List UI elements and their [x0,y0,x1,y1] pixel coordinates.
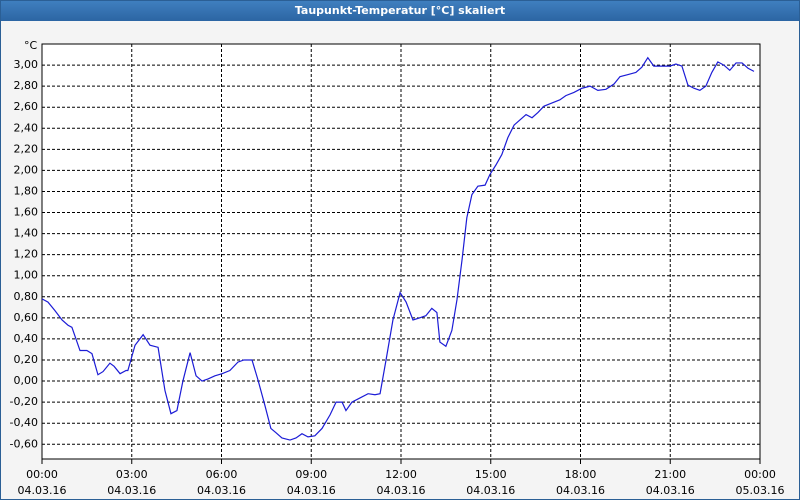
x-tick-date: 04.03.16 [18,484,67,497]
y-tick-label: 0,80 [14,290,39,303]
plot-border [41,43,761,460]
y-tick-label: 1,60 [14,206,39,219]
y-tick-label: 0,60 [14,311,39,324]
x-tick-label: 09:00 [295,468,327,481]
title-bar: Taupunkt-Temperatur [°C] skaliert [1,1,799,21]
y-tick-label: 0,00 [14,374,39,387]
y-tick-label: 2,40 [14,121,39,134]
y-tick-label: 2,20 [14,142,39,155]
y-tick-label: 1,20 [14,248,39,261]
y-tick-label: -0,40 [10,416,38,429]
y-tick-label: 1,80 [14,184,39,197]
x-tick-date: 04.03.16 [466,484,515,497]
x-tick-label: 00:00 [26,468,58,481]
x-tick-label: 15:00 [475,468,507,481]
y-tick-label: 3,00 [14,58,39,71]
x-tick-label: 00:00 [744,468,776,481]
y-tick-label: 1,00 [14,269,39,282]
y-tick-label: 2,60 [14,100,39,113]
y-tick-label: 0,40 [14,332,39,345]
x-tick-label: 21:00 [654,468,686,481]
y-tick-label: -0,20 [10,395,38,408]
x-tick-date: 04.03.16 [377,484,426,497]
x-tick-date: 04.03.16 [646,484,695,497]
x-tick-label: 18:00 [565,468,597,481]
x-tick-date: 04.03.16 [197,484,246,497]
y-unit: °C [24,39,38,52]
y-tick-label: 2,80 [14,79,39,92]
y-tick-label: 1,40 [14,227,39,240]
x-tick-date: 04.03.16 [287,484,336,497]
x-tick-label: 03:00 [116,468,148,481]
x-tick-label: 12:00 [385,468,417,481]
x-tick-date: 04.03.16 [556,484,605,497]
y-tick-label: 2,00 [14,163,39,176]
x-tick-label: 06:00 [206,468,238,481]
y-tick-label: -0,60 [10,437,38,450]
series-line [41,56,755,441]
y-tick-label: 0,20 [14,353,39,366]
x-tick-date: 04.03.16 [107,484,156,497]
x-tick-date: 05.03.16 [736,484,785,497]
